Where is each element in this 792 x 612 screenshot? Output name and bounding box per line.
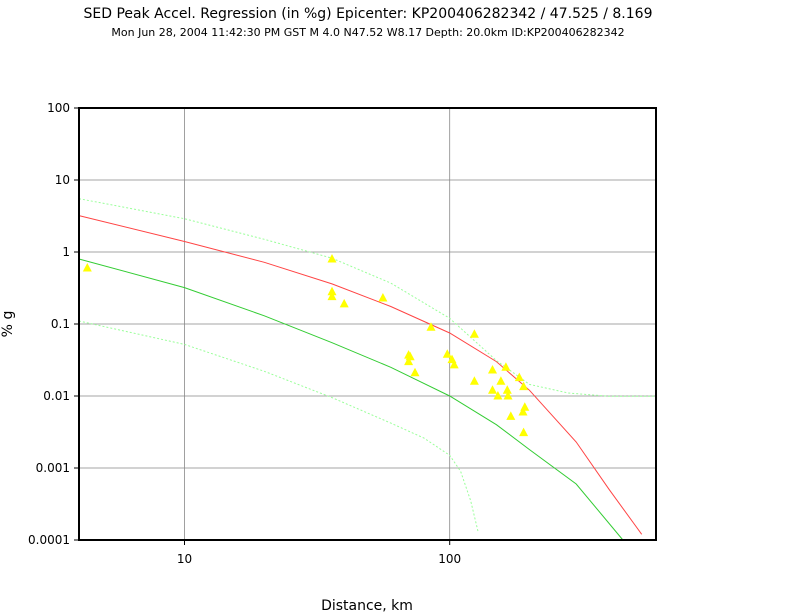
y-tick-label: 0.1 bbox=[51, 317, 70, 331]
attenuation-curve bbox=[78, 258, 624, 541]
station-point bbox=[404, 356, 414, 366]
station-point bbox=[520, 402, 530, 411]
station-point bbox=[469, 376, 479, 385]
y-tick-label: 0.001 bbox=[36, 461, 70, 475]
station-point bbox=[506, 411, 516, 420]
station-point bbox=[519, 381, 529, 391]
y-tick-label: 100 bbox=[47, 101, 70, 115]
y-tick-label: 1 bbox=[62, 245, 70, 259]
station-point bbox=[327, 286, 337, 296]
station-point bbox=[496, 376, 506, 385]
station-point bbox=[519, 427, 529, 437]
station-point bbox=[426, 322, 436, 331]
regression-curves bbox=[78, 198, 656, 541]
station-point bbox=[488, 385, 497, 394]
station-point bbox=[488, 365, 497, 374]
chart-subtitle: Mon Jun 28, 2004 11:42:30 PM GST M 4.0 N… bbox=[111, 26, 624, 39]
station-point bbox=[469, 329, 479, 338]
station-point bbox=[82, 263, 92, 272]
station-point bbox=[503, 391, 513, 400]
x-tick-label: 100 bbox=[438, 552, 461, 566]
station-point bbox=[442, 349, 452, 358]
station-point bbox=[514, 372, 524, 382]
y-tick-label: 10 bbox=[55, 173, 70, 187]
axis-ticks: 10 100 100 10 1 0.1 0.01 0.001 0.0001 bbox=[28, 101, 461, 566]
station-point bbox=[501, 362, 511, 371]
station-point bbox=[378, 293, 388, 302]
y-tick-label: 0.01 bbox=[43, 389, 70, 403]
station-point bbox=[502, 385, 512, 394]
station-point bbox=[518, 407, 528, 416]
y-axis-label: % g bbox=[0, 311, 16, 338]
station-point bbox=[339, 298, 349, 308]
x-tick-label: 10 bbox=[177, 552, 192, 566]
station-point bbox=[449, 359, 459, 369]
regression-curve bbox=[78, 215, 643, 535]
station-point bbox=[327, 291, 337, 301]
station-point bbox=[410, 367, 420, 377]
regression-upper-curve bbox=[78, 198, 656, 397]
chart-title: SED Peak Accel. Regression (in %g) Epice… bbox=[84, 6, 653, 22]
station-point bbox=[327, 254, 337, 263]
x-axis-label: Distance, km bbox=[321, 598, 413, 612]
y-tick-label: 0.0001 bbox=[28, 533, 70, 547]
station-markers bbox=[82, 254, 530, 437]
station-point bbox=[493, 391, 503, 400]
